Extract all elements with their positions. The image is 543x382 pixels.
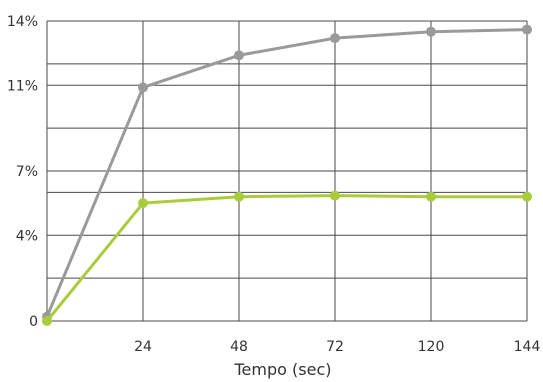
series-line	[45, 194, 529, 323]
y-tick-label: 11%	[7, 78, 38, 94]
data-point	[330, 33, 340, 44]
data-point	[138, 82, 148, 93]
x-tick-label: 120	[418, 339, 445, 355]
y-tick-label: 7%	[16, 164, 38, 180]
data-point	[330, 190, 340, 201]
data-point	[426, 26, 436, 37]
y-tick-label: 0	[29, 314, 38, 330]
data-point	[522, 24, 532, 35]
data-point	[234, 191, 244, 202]
y-tick-label: 4%	[16, 228, 38, 244]
x-tick-label: 48	[230, 339, 248, 355]
x-axis-ticks: 24 48 72 120 144	[134, 339, 540, 355]
data-point	[234, 50, 244, 61]
data-point	[42, 316, 52, 326]
x-tick-label: 72	[326, 339, 344, 355]
data-point	[138, 198, 148, 209]
y-tick-label: 14%	[7, 14, 38, 30]
x-tick-label: 24	[134, 339, 152, 355]
series-line	[45, 28, 529, 319]
series-lines	[42, 24, 532, 326]
grid	[46, 20, 528, 322]
x-tick-label: 144	[514, 339, 541, 355]
data-point	[426, 191, 436, 202]
series-2	[42, 190, 532, 326]
data-point	[522, 191, 532, 202]
y-axis-ticks: 0 4% 7% 11% 14%	[7, 14, 38, 330]
series-1	[42, 24, 532, 322]
x-axis-title: Tempo (sec)	[234, 360, 332, 379]
